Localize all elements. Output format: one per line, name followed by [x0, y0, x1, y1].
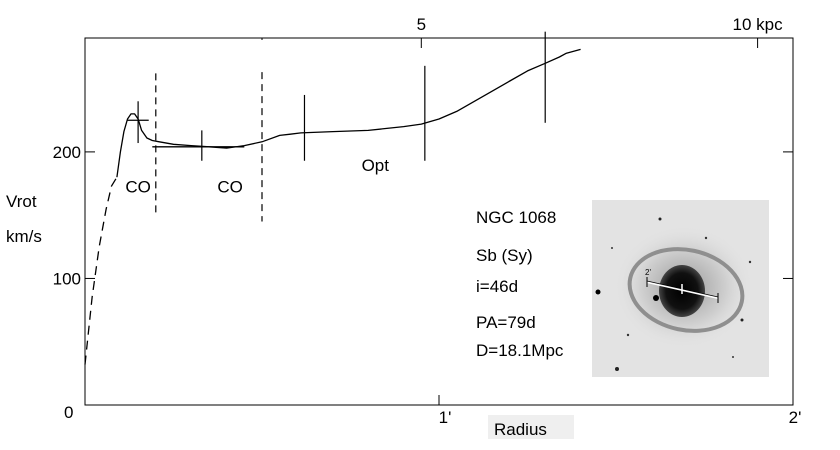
galaxy-distance: D=18.1Mpc — [476, 341, 564, 360]
galaxy-name: NGC 1068 — [476, 208, 556, 227]
x-tick-label: 1' — [439, 408, 452, 427]
axis-ticks: 100 200 1' 2' 5 10 kpc — [53, 15, 802, 427]
top-axis-tick-label: 10 kpc — [733, 15, 784, 34]
galaxy-position-angle: PA=79d — [476, 313, 536, 332]
origin-label: 0 — [64, 403, 73, 422]
y-tick-label: 100 — [53, 269, 81, 288]
error-bars — [127, 31, 546, 161]
field-star — [740, 318, 744, 322]
field-star — [595, 289, 601, 295]
field-star — [626, 333, 630, 337]
rotation-curve-segment — [116, 48, 581, 178]
y-tick-label: 200 — [53, 143, 81, 162]
field-star — [611, 247, 613, 249]
field-star — [658, 217, 662, 221]
field-star — [704, 236, 708, 240]
galaxy-ring — [627, 247, 745, 333]
galaxy-info: NGC 1068 Sb (Sy) i=46d PA=79d D=18.1Mpc — [476, 208, 564, 360]
field-star — [615, 367, 619, 371]
galaxy-image-inset: 2' — [592, 200, 769, 377]
region-label: CO — [217, 177, 243, 196]
region-annotations: CO CO Opt — [125, 156, 389, 197]
x-tick-label: 2' — [789, 408, 802, 427]
galaxy-inclination: i=46d — [476, 277, 518, 296]
field-star — [653, 295, 659, 301]
galaxy-type: Sb (Sy) — [476, 246, 533, 265]
region-label: CO — [125, 177, 151, 196]
field-star — [732, 356, 734, 358]
region-label: Opt — [362, 156, 390, 175]
x-axis-label: Radius — [494, 420, 547, 439]
x-axis-label-bg — [488, 415, 574, 439]
y-axis-unit: km/s — [6, 227, 42, 246]
y-axis-label: Vrot — [6, 192, 37, 211]
top-axis-tick-label: 5 — [417, 15, 426, 34]
rotation-curve — [84, 48, 581, 365]
region-dividers — [155, 72, 263, 222]
field-star — [748, 260, 752, 264]
inset-scale-label: 2' — [645, 268, 651, 277]
rotation-curve-inner-dashed — [84, 176, 118, 365]
